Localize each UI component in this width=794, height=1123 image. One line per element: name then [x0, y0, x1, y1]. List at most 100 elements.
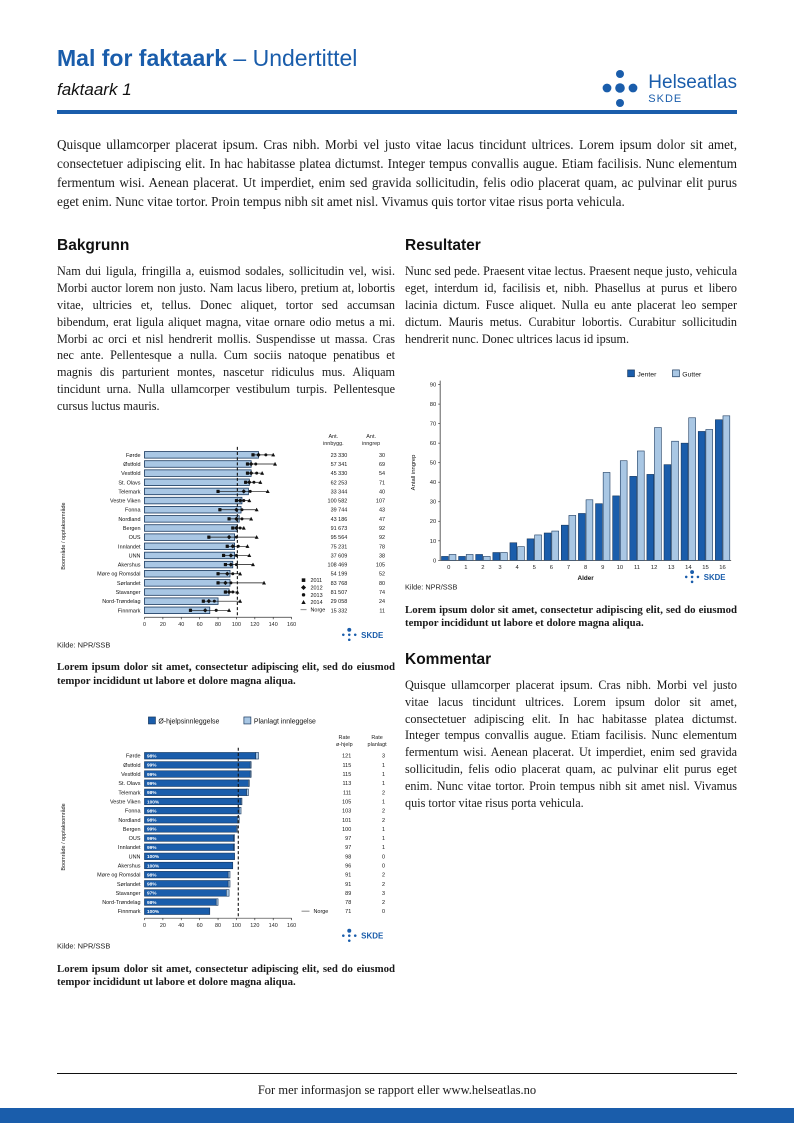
bakgrunn-heading: Bakgrunn: [57, 237, 130, 255]
svg-text:Antall inngrep: Antall inngrep: [411, 455, 417, 491]
svg-text:6: 6: [550, 565, 553, 571]
svg-text:100 582: 100 582: [328, 498, 348, 504]
helseatlas-logo: Helseatlas SKDE: [599, 66, 737, 112]
svg-text:Sørlandet: Sørlandet: [117, 882, 141, 888]
faktaark-label: faktaark 1: [57, 80, 132, 100]
svg-text:UNN: UNN: [129, 855, 141, 861]
svg-text:2011: 2011: [310, 578, 322, 584]
svg-text:40: 40: [178, 923, 184, 929]
svg-text:3: 3: [382, 754, 385, 760]
svg-text:Stavanger: Stavanger: [116, 590, 141, 596]
svg-text:Møre og Romsdal: Møre og Romsdal: [97, 873, 140, 879]
svg-text:121: 121: [342, 754, 351, 760]
svg-text:Østfold: Østfold: [123, 462, 140, 468]
svg-text:2014: 2014: [310, 600, 322, 606]
svg-text:Bergen: Bergen: [123, 526, 141, 532]
svg-text:innbygg.: innbygg.: [323, 441, 344, 447]
svg-text:Vestfold: Vestfold: [121, 772, 140, 778]
svg-text:Ø-hjelpsinnleggelse: Ø-hjelpsinnleggelse: [158, 719, 219, 726]
logo-dots-icon: [599, 66, 641, 112]
admission-type-chart-svg: Ø-hjelpsinnleggelse Planlagt innleggelse R…: [57, 716, 388, 951]
svg-text:45 330: 45 330: [331, 471, 348, 477]
svg-text:62 253: 62 253: [331, 480, 348, 486]
svg-text:10: 10: [617, 565, 624, 571]
svg-text:Telemark: Telemark: [118, 791, 140, 797]
svg-text:Nord-Trøndelag: Nord-Trøndelag: [102, 599, 140, 605]
svg-text:81 507: 81 507: [331, 590, 348, 596]
logo-text: Helseatlas SKDE: [648, 71, 737, 105]
svg-text:98%: 98%: [147, 873, 157, 879]
kommentar-body: Quisque ullamcorper placerat ipsum. Cras…: [405, 677, 737, 810]
svg-text:16: 16: [719, 565, 726, 571]
svg-text:ø-hjelp: ø-hjelp: [336, 742, 353, 748]
svg-text:30: 30: [430, 500, 437, 506]
svg-text:5: 5: [533, 565, 536, 571]
svg-text:Ant.: Ant.: [329, 434, 339, 440]
svg-text:Ant.: Ant.: [366, 434, 376, 440]
resultater-heading: Resultater: [405, 237, 481, 255]
chart1-caption: Lorem ipsum dolor sit amet, consectetur …: [57, 661, 395, 687]
svg-text:7: 7: [567, 565, 570, 571]
svg-text:100%: 100%: [147, 909, 160, 915]
svg-text:92: 92: [379, 526, 385, 532]
svg-text:80: 80: [430, 402, 437, 408]
svg-text:1: 1: [382, 782, 385, 788]
svg-text:Innlandet: Innlandet: [118, 544, 141, 550]
svg-text:Fonna: Fonna: [125, 507, 141, 513]
page-title-subtitle: – Undertittel: [233, 45, 358, 71]
svg-text:Nordland: Nordland: [118, 818, 140, 824]
svg-text:Stavanger: Stavanger: [116, 891, 141, 897]
svg-text:100%: 100%: [147, 800, 160, 806]
svg-text:planlagt: planlagt: [368, 742, 388, 748]
svg-text:98%: 98%: [147, 809, 157, 815]
svg-text:105: 105: [342, 800, 351, 806]
svg-text:140: 140: [269, 923, 278, 929]
svg-text:2: 2: [382, 818, 385, 824]
svg-text:Alder: Alder: [578, 575, 595, 582]
svg-text:103: 103: [342, 809, 351, 815]
svg-text:160: 160: [287, 622, 296, 628]
svg-text:105: 105: [376, 562, 385, 568]
svg-text:20: 20: [160, 622, 166, 628]
svg-text:30: 30: [379, 453, 385, 459]
svg-text:111: 111: [343, 791, 351, 797]
svg-text:13: 13: [668, 565, 675, 571]
svg-text:100%: 100%: [147, 854, 160, 860]
svg-text:Planlagt innleggelse: Planlagt innleggelse: [254, 719, 316, 726]
svg-text:0: 0: [382, 864, 385, 870]
svg-text:108 469: 108 469: [328, 562, 348, 568]
svg-text:100: 100: [232, 622, 241, 628]
chart3-caption: Lorem ipsum dolor sit amet, consectetur …: [57, 962, 395, 989]
svg-text:Finnmark: Finnmark: [118, 608, 141, 614]
svg-text:Jenter: Jenter: [637, 372, 657, 379]
right-column: Resultater Nunc sed pede. Praesent vitae…: [405, 221, 737, 990]
svg-text:OUS: OUS: [129, 535, 141, 541]
svg-text:2: 2: [382, 900, 385, 906]
svg-text:99%: 99%: [147, 845, 157, 851]
svg-text:60: 60: [197, 923, 203, 929]
svg-text:11: 11: [634, 565, 640, 571]
svg-text:2: 2: [382, 882, 385, 888]
svg-text:Bergen: Bergen: [123, 827, 141, 833]
svg-text:99%: 99%: [147, 836, 157, 842]
svg-text:2013: 2013: [310, 593, 322, 599]
svg-text:38: 38: [379, 553, 385, 559]
svg-text:80: 80: [379, 581, 385, 587]
footer-text: For mer informasjon se rapport eller www…: [257, 1083, 537, 1097]
svg-text:37 609: 37 609: [331, 553, 348, 559]
svg-text:20: 20: [160, 923, 166, 929]
svg-text:100: 100: [342, 827, 351, 833]
svg-text:3: 3: [382, 891, 385, 897]
footer-band: [0, 1108, 794, 1123]
left-column: Bakgrunn Nam dui ligula, fringilla a, eu…: [57, 221, 395, 990]
svg-text:60: 60: [197, 622, 203, 628]
svg-text:0: 0: [447, 565, 451, 571]
svg-text:40: 40: [430, 481, 437, 487]
svg-text:96: 96: [345, 864, 351, 870]
logo-name: Helseatlas: [648, 71, 737, 93]
svg-text:29 058: 29 058: [331, 599, 348, 605]
svg-text:Rate: Rate: [371, 735, 383, 741]
svg-text:0: 0: [143, 923, 146, 929]
svg-text:Østfold: Østfold: [123, 763, 140, 769]
svg-text:SKDE: SKDE: [361, 630, 383, 639]
